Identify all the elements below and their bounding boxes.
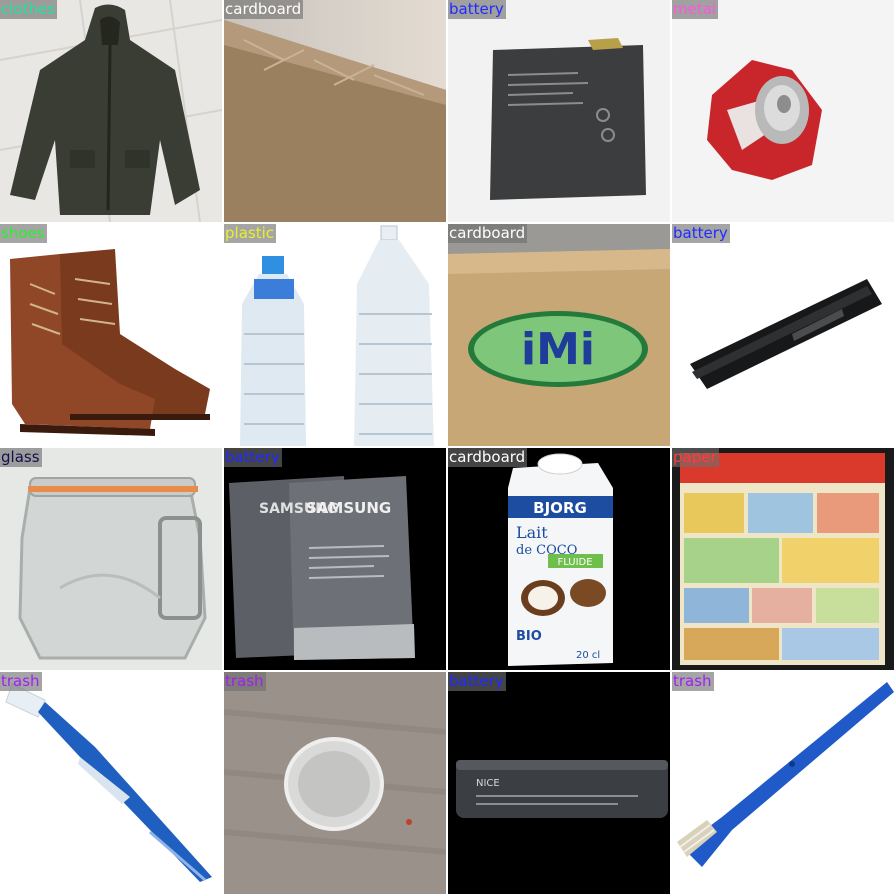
tile-battery: battery bbox=[448, 0, 670, 222]
samsung-text-left: SAMSUNG bbox=[259, 501, 339, 517]
laptop-battery-photo bbox=[672, 224, 894, 446]
volume-text: 20 cl bbox=[576, 650, 600, 661]
tile-plastic: plastic bbox=[224, 224, 446, 446]
tile-label: clothes bbox=[0, 0, 58, 19]
tile-label: trash bbox=[0, 672, 42, 691]
phone-batteries-photo: SAMSUNG SAMSUNG bbox=[224, 448, 446, 670]
lait-text: Lait bbox=[516, 523, 548, 542]
tile-trash: trash bbox=[672, 672, 894, 894]
tile-cardboard: cardboard bbox=[224, 0, 446, 222]
tile-label: cardboard bbox=[448, 448, 528, 467]
tile-label: glass bbox=[0, 448, 42, 467]
cardboard-photo bbox=[224, 0, 446, 222]
tile-label: battery bbox=[448, 672, 506, 691]
tile-label: cardboard bbox=[224, 0, 304, 19]
tile-paper: paper bbox=[672, 448, 894, 670]
bio-text: BIO bbox=[516, 629, 542, 644]
cylindrical-battery-photo: NICE bbox=[448, 672, 670, 894]
tile-label: trash bbox=[224, 672, 266, 691]
tile-label: paper bbox=[672, 448, 719, 467]
fluide-text: FLUIDE bbox=[557, 557, 592, 568]
tile-label: shoes bbox=[0, 224, 47, 243]
comic-magazine-photo bbox=[672, 448, 894, 670]
tile-shoes: shoes bbox=[0, 224, 222, 446]
tile-cardboard: BJORG Lait de COCO FLUIDE BIO 20 cl card… bbox=[448, 448, 670, 670]
tile-label: battery bbox=[448, 0, 506, 19]
tile-cardboard: iMi cardboard bbox=[448, 224, 670, 446]
toothbrush-photo bbox=[0, 672, 222, 894]
bjorg-text: BJORG bbox=[533, 499, 587, 517]
cardboard-box-photo: iMi bbox=[448, 224, 670, 446]
tile-battery: SAMSUNG SAMSUNG battery bbox=[224, 448, 446, 670]
tile-label: cardboard bbox=[448, 224, 528, 243]
tile-battery: battery bbox=[672, 224, 894, 446]
tile-trash: trash bbox=[224, 672, 446, 894]
tile-trash: trash bbox=[0, 672, 222, 894]
jacket-photo bbox=[0, 0, 222, 222]
samsung-text-right: SAMSUNG bbox=[306, 499, 391, 517]
tile-label: trash bbox=[672, 672, 714, 691]
coconut-milk-carton-photo: BJORG Lait de COCO FLUIDE BIO 20 cl bbox=[448, 448, 670, 670]
tile-label: battery bbox=[672, 224, 730, 243]
tile-label: plastic bbox=[224, 224, 276, 243]
battery-photo bbox=[448, 0, 670, 222]
tile-glass: glass bbox=[0, 448, 222, 670]
plastic-lid-on-carpet-photo bbox=[224, 672, 446, 894]
water-bottles-photo bbox=[224, 224, 446, 446]
nice-text: NICE bbox=[476, 778, 500, 789]
crushed-can-photo bbox=[672, 0, 894, 222]
tile-label: battery bbox=[224, 448, 282, 467]
boots-photo bbox=[0, 224, 222, 446]
tile-battery: NICE battery bbox=[448, 672, 670, 894]
glass-jar-photo bbox=[0, 448, 222, 670]
tile-clothes: clothes bbox=[0, 0, 222, 222]
tile-metal: metal bbox=[672, 0, 894, 222]
blue-toothbrush-photo bbox=[672, 672, 894, 894]
tile-label: metal bbox=[672, 0, 719, 19]
box-brand-text: iMi bbox=[521, 324, 595, 375]
